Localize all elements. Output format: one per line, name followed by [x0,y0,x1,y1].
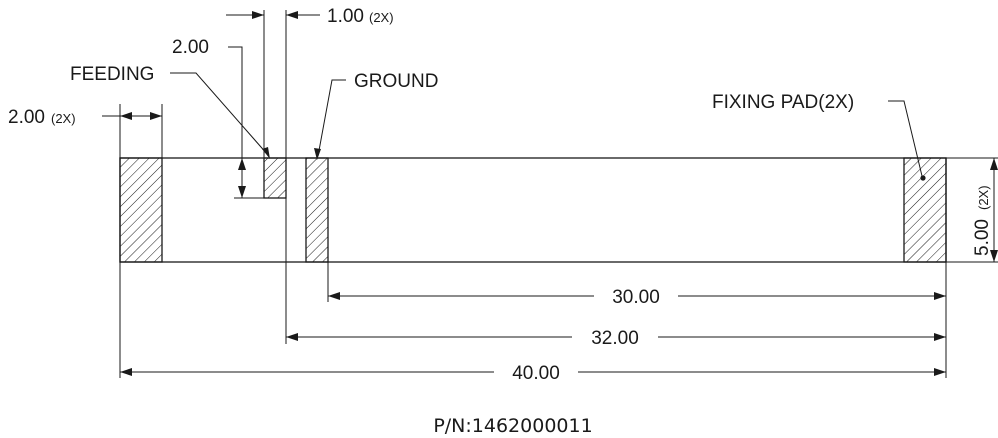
fixing-pad-label: FIXING PAD(2X) [712,92,854,113]
dim-2-00-vertical: 2.00 [172,37,264,198]
dim-2-00-left-label: 2.00 [8,107,45,128]
dim-5-00-label: 5.00 [972,219,993,256]
part-number: P/N:1462000011 [433,415,592,437]
ground-callout: GROUND [314,71,438,160]
ground-pad [306,158,328,262]
dim-2-00-left-multiplier: (2X) [51,111,76,126]
dim-40-00-label: 40.00 [512,363,560,384]
right-fixing-pad [904,158,946,262]
feeding-pad [264,158,286,198]
dim-30-00: 30.00 [328,287,946,308]
dim-40-00: 40.00 [120,363,946,384]
left-fixing-pad [120,158,162,262]
feeding-callout: FEEDING [70,64,270,159]
ground-label: GROUND [354,71,438,92]
dim-2-00-top-label: 2.00 [172,37,209,58]
feeding-label: FEEDING [70,64,154,85]
board-outline [120,158,946,262]
dim-30-00-label: 30.00 [612,287,660,308]
dim-1-00-multiplier: (2X) [369,10,394,25]
dim-32-00: 32.00 [286,328,946,349]
dim-5-00-multiplier: (2X) [976,185,991,210]
dim-5-00: 5.00 (2X) [946,158,998,262]
dim-32-00-label: 32.00 [591,328,639,349]
dim-2-00-left: 2.00 (2X) [8,104,162,158]
fixing-pad-callout: FIXING PAD(2X) [712,92,926,181]
dim-1-00-label: 1.00 [327,6,364,27]
